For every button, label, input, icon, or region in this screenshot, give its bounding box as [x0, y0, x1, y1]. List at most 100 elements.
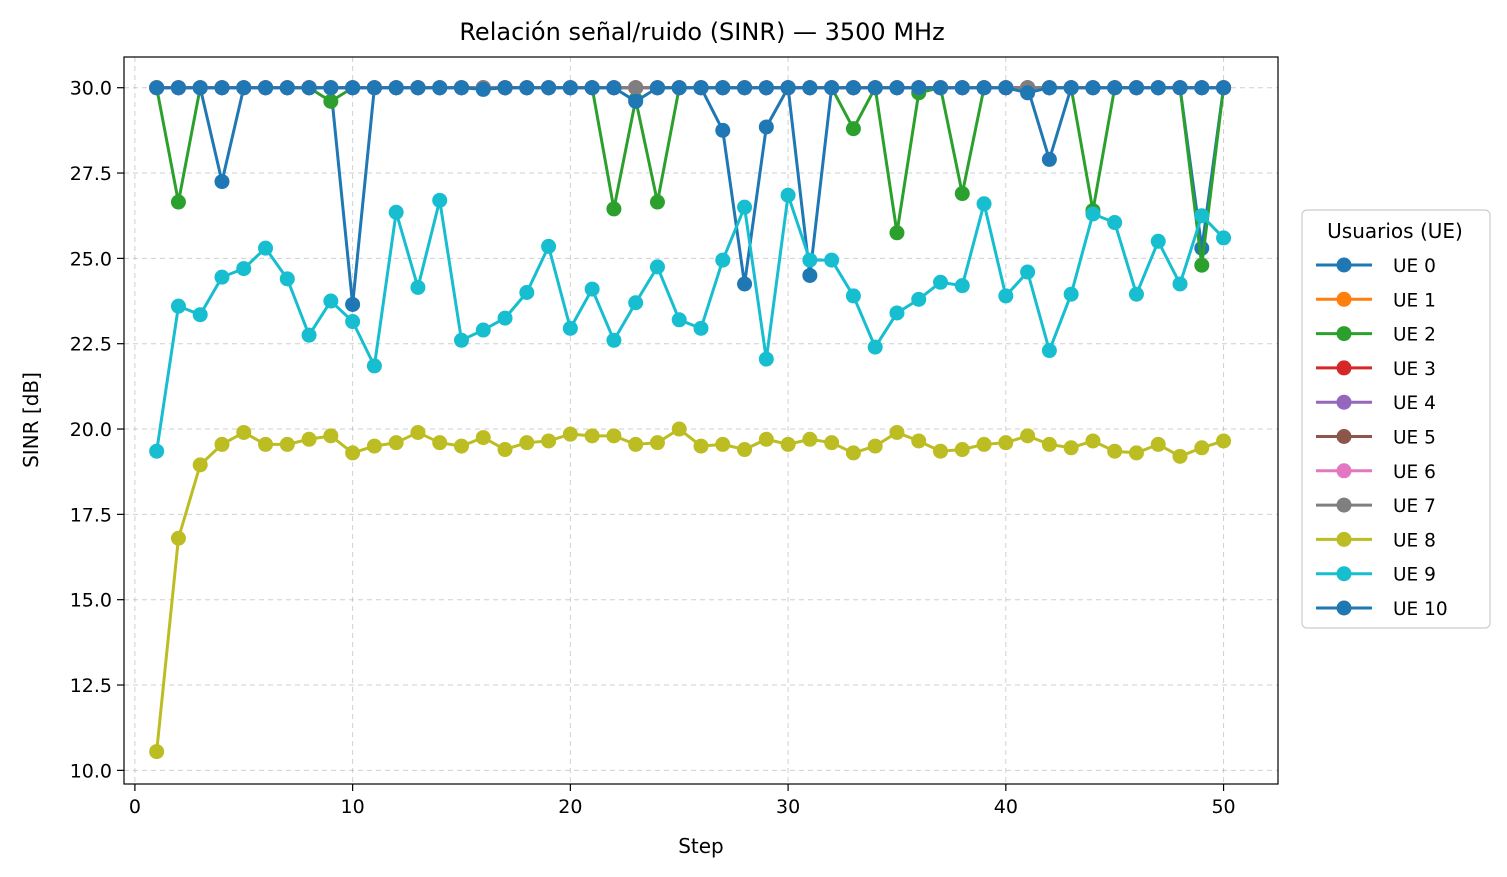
data-point	[867, 438, 883, 454]
data-point	[845, 80, 861, 96]
data-point	[279, 436, 295, 452]
series-ue-9	[149, 187, 1232, 459]
data-point	[1020, 264, 1036, 280]
data-point	[1172, 80, 1188, 96]
data-point	[475, 81, 491, 97]
data-point	[649, 80, 665, 96]
data-point	[933, 274, 949, 290]
legend-marker	[1336, 394, 1352, 410]
data-point	[628, 93, 644, 109]
data-point	[388, 435, 404, 451]
data-point	[345, 80, 361, 96]
legend-marker	[1336, 291, 1352, 307]
data-point	[780, 80, 796, 96]
data-point	[1063, 80, 1079, 96]
data-point	[1063, 440, 1079, 456]
data-point	[824, 252, 840, 268]
legend-item: UE 7	[1316, 496, 1436, 517]
chart-title: Relación señal/ruido (SINR) — 3500 MHz	[459, 18, 944, 46]
data-point	[911, 80, 927, 96]
data-point	[497, 310, 513, 326]
data-point	[214, 80, 230, 96]
data-point	[301, 431, 317, 447]
legend-item: UE 9	[1316, 565, 1436, 586]
data-point	[214, 269, 230, 285]
data-point	[453, 332, 469, 348]
legend-label: UE 1	[1393, 290, 1436, 311]
data-point	[214, 436, 230, 452]
legend-marker	[1336, 429, 1352, 444]
data-point	[519, 285, 535, 301]
data-point	[1172, 448, 1188, 464]
legend-marker	[1336, 463, 1352, 479]
data-point	[911, 433, 927, 449]
data-point	[236, 80, 252, 96]
data-point	[562, 426, 578, 442]
data-point	[889, 305, 905, 321]
data-point	[584, 281, 600, 297]
data-point	[824, 435, 840, 451]
data-point	[170, 298, 186, 314]
legend-item: UE 8	[1316, 530, 1436, 551]
data-point	[780, 436, 796, 452]
data-point	[453, 80, 469, 96]
data-point	[867, 339, 883, 355]
x-tick-label: 10	[341, 796, 365, 818]
data-point	[236, 261, 252, 277]
data-point	[954, 80, 970, 96]
data-point	[845, 288, 861, 304]
legend-title: Usuarios (UE)	[1327, 219, 1463, 243]
data-point	[258, 80, 274, 96]
legend-marker	[1336, 531, 1352, 547]
data-point	[802, 252, 818, 268]
data-point	[649, 194, 665, 210]
data-point	[889, 225, 905, 241]
data-point	[1194, 440, 1210, 456]
legend-item: UE 1	[1316, 290, 1436, 311]
data-point	[236, 424, 252, 440]
data-point	[1150, 233, 1166, 249]
data-point	[628, 436, 644, 452]
data-point	[954, 278, 970, 294]
legend-label: UE 8	[1393, 530, 1436, 551]
x-tick-label: 40	[994, 796, 1018, 818]
data-point	[323, 93, 339, 109]
data-point	[192, 457, 208, 473]
data-point	[802, 267, 818, 283]
x-axis-label: Step	[678, 834, 724, 858]
data-point	[606, 428, 622, 444]
y-tick-label: 17.5	[70, 504, 112, 526]
data-point	[475, 430, 491, 446]
legend-label: UE 0	[1393, 256, 1436, 277]
data-point	[170, 530, 186, 546]
data-point	[889, 424, 905, 440]
data-point	[976, 196, 992, 212]
legend-item: UE 6	[1316, 462, 1436, 483]
data-point	[1020, 428, 1036, 444]
data-point	[628, 80, 644, 96]
data-point	[366, 80, 382, 96]
legend-marker	[1336, 497, 1352, 513]
data-point	[562, 320, 578, 336]
data-point	[1041, 436, 1057, 452]
data-point	[279, 271, 295, 287]
data-point	[192, 80, 208, 96]
data-point	[562, 80, 578, 96]
data-point	[323, 428, 339, 444]
y-tick-label: 10.0	[70, 760, 112, 782]
data-point	[366, 358, 382, 374]
legend-label: UE 6	[1393, 462, 1436, 483]
y-tick-label: 27.5	[70, 163, 112, 185]
data-point	[519, 435, 535, 451]
data-point	[693, 320, 709, 336]
data-point	[737, 276, 753, 292]
data-point	[345, 314, 361, 330]
data-point	[1150, 80, 1166, 96]
data-point	[1216, 80, 1232, 96]
data-point	[541, 433, 557, 449]
legend-marker	[1336, 600, 1352, 616]
data-point	[1172, 276, 1188, 292]
data-point	[1085, 80, 1101, 96]
data-point	[802, 80, 818, 96]
